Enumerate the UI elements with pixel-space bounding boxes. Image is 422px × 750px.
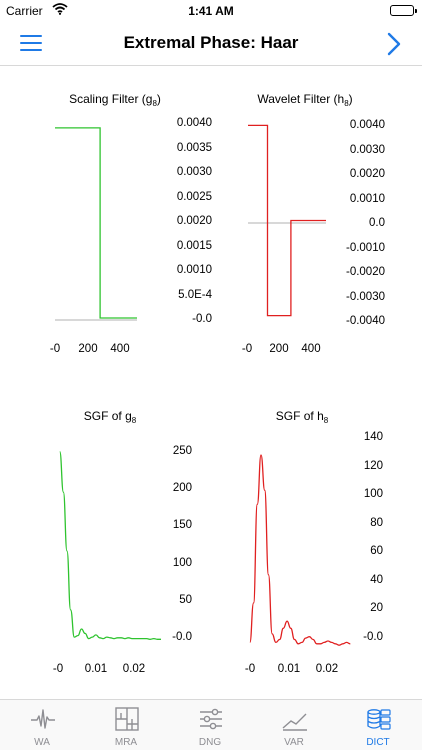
x-tick-label: -0 [244,663,256,675]
series-line [55,127,137,319]
y-tick-label: -0.0040 [345,315,385,327]
wave-icon [30,706,56,732]
tab-var[interactable]: VAR [252,700,336,750]
y-tick-label: 200 [172,482,192,495]
tab-mra[interactable]: MRA [84,700,168,750]
x-tick-label: 0.01 [277,663,301,675]
y-tick-label: 0.0035 [176,141,212,154]
sgf-h-chart [249,454,351,646]
y-tick-label: 100 [363,488,383,501]
sgf-g-chart [59,451,161,640]
y-tick-label: 0.0025 [176,190,212,203]
carrier-label: Carrier [6,4,43,18]
y-tick-label: 5.0E-4 [178,288,212,301]
y-tick-label: 40 [370,573,383,586]
x-tick-label: 200 [78,343,98,355]
scaling-filter-title: Scaling Filter (g8) [69,92,161,108]
x-tick-label: 400 [110,343,130,355]
y-tick-label: 0.0 [369,217,385,229]
x-tick-label: 0.02 [122,663,146,675]
series-line [59,451,161,640]
series-line [249,454,351,646]
x-tick-label: -0 [241,343,253,355]
y-tick-label: 120 [363,459,383,472]
x-tick-label: -0 [52,663,64,675]
y-tick-label: -0.0 [172,631,192,643]
tab-bar: WA MRA DNG VAR DICT [0,699,422,750]
y-tick-label: -0.0 [363,631,383,643]
wavelet-filter-title: Wavelet Filter (h8) [257,92,353,108]
trend-icon [282,706,308,732]
y-tick-label: 100 [172,556,192,569]
y-tick-label: 0.0020 [349,168,385,180]
y-tick-label: 0.0010 [176,264,212,276]
chevron-right-icon[interactable] [384,30,404,58]
tab-dict[interactable]: DICT [336,700,420,750]
y-tick-label: 0.0030 [176,166,212,178]
y-tick-label: 50 [179,593,192,606]
sliders-icon [198,706,224,732]
x-tick-label: 400 [301,343,321,355]
scaling-filter-chart [55,127,137,321]
y-tick-label: 0.0040 [349,119,385,131]
y-tick-label: 150 [172,519,192,532]
y-tick-label: -0.0 [192,313,212,325]
y-tick-label: 80 [370,516,383,529]
x-tick-label: -0 [49,343,61,355]
menu-icon[interactable] [20,35,42,53]
y-tick-label: -0.0020 [345,266,385,278]
y-tick-label: 250 [172,445,192,457]
tab-dng[interactable]: DNG [168,700,252,750]
wavelet-filter-chart [248,124,326,317]
y-tick-label: -0.0030 [345,290,385,303]
y-tick-label: 0.0015 [176,239,212,252]
status-bar: Carrier 1:41 AM [0,0,422,22]
y-tick-label: 0.0030 [349,143,385,156]
clock: 1:41 AM [188,4,234,18]
wifi-icon [52,3,68,18]
x-tick-label: 200 [269,343,289,355]
x-tick-label: 0.01 [84,663,108,675]
dictionary-icon [366,706,392,732]
tab-wa[interactable]: WA [0,700,84,750]
y-tick-label: 20 [370,602,383,615]
y-tick-label: 0.0040 [176,117,212,129]
mra-icon [114,706,140,732]
page-title: Extremal Phase: Haar [123,33,299,52]
series-line [248,124,326,317]
navigation-bar: Extremal Phase: Haar [0,22,422,66]
sgf-h-title: SGF of h8 [275,409,329,425]
battery-icon [390,5,417,16]
y-tick-label: 140 [363,431,383,443]
y-tick-label: 0.0010 [349,192,385,205]
y-tick-label: -0.0010 [345,241,385,254]
sgf-g-title: SGF of g8 [83,409,137,425]
x-tick-label: 0.02 [315,663,339,675]
y-tick-label: 60 [370,545,383,558]
y-tick-label: 0.0020 [176,215,212,227]
